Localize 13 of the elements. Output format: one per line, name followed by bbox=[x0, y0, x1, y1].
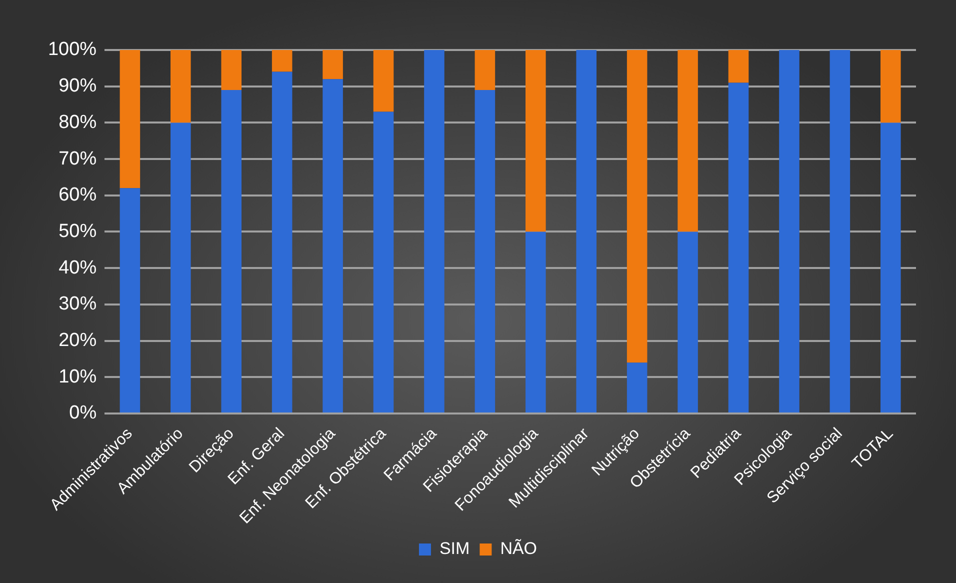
y-tick-label: 0% bbox=[69, 402, 97, 424]
y-tick-label: 80% bbox=[58, 112, 97, 133]
y-tick-label: 10% bbox=[58, 366, 97, 388]
y-tick-label: 20% bbox=[58, 330, 97, 352]
legend-label: SIM bbox=[439, 539, 470, 558]
y-tick-label: 90% bbox=[58, 76, 97, 97]
y-tick-label: 60% bbox=[58, 184, 97, 206]
y-tick-label: 70% bbox=[58, 148, 97, 170]
y-tick-label: 40% bbox=[58, 257, 97, 278]
legend-label: NÃO bbox=[500, 539, 538, 558]
y-tick-label: 50% bbox=[58, 220, 97, 242]
y-tick-label: 30% bbox=[58, 294, 97, 315]
y-tick-label: 100% bbox=[48, 39, 97, 60]
